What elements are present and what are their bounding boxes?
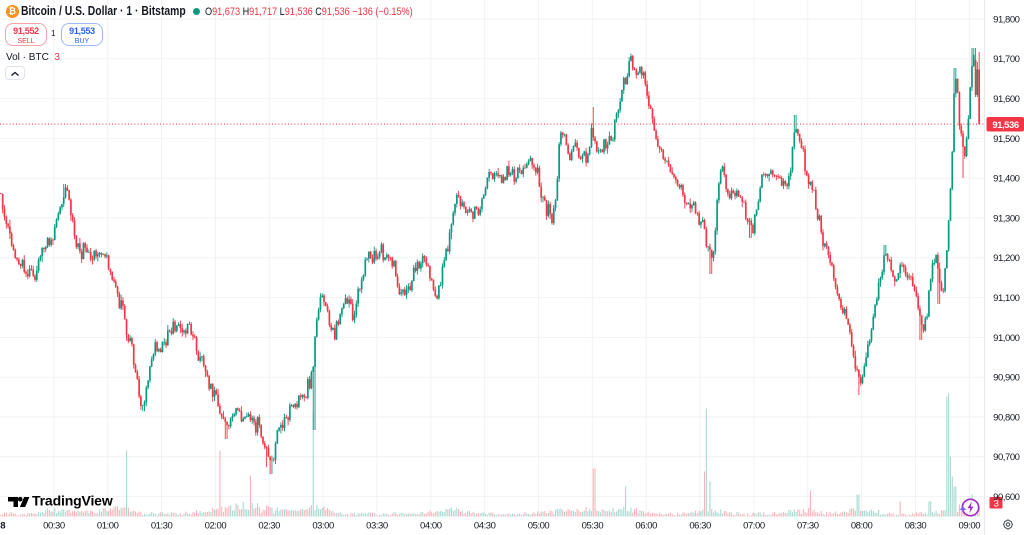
svg-text:91,700: 91,700	[993, 54, 1020, 65]
svg-text:91,300: 91,300	[993, 213, 1020, 224]
svg-text:05:00: 05:00	[528, 521, 550, 532]
svg-text:08:00: 08:00	[851, 521, 873, 532]
svg-text:03:00: 03:00	[312, 521, 334, 532]
svg-text:91,800: 91,800	[993, 14, 1020, 25]
svg-text:91,200: 91,200	[993, 253, 1020, 264]
svg-text:90,600: 90,600	[993, 492, 1020, 503]
svg-text:07:00: 07:00	[743, 521, 765, 532]
svg-text:3: 3	[994, 499, 999, 510]
svg-text:08:30: 08:30	[905, 521, 927, 532]
svg-text:04:00: 04:00	[420, 521, 442, 532]
svg-text:06:30: 06:30	[689, 521, 711, 532]
svg-text:03:30: 03:30	[366, 521, 388, 532]
svg-text:05:30: 05:30	[582, 521, 604, 532]
svg-text:91,600: 91,600	[993, 94, 1020, 105]
svg-text:90,800: 90,800	[993, 412, 1020, 423]
svg-text:90,700: 90,700	[993, 452, 1020, 463]
svg-text:09:00: 09:00	[959, 521, 981, 532]
svg-text:91,500: 91,500	[993, 134, 1020, 145]
svg-text:91,400: 91,400	[993, 174, 1020, 185]
svg-text:91,000: 91,000	[993, 333, 1020, 344]
svg-text:06:00: 06:00	[635, 521, 657, 532]
svg-text:01:00: 01:00	[97, 521, 119, 532]
svg-text:02:00: 02:00	[205, 521, 227, 532]
svg-text:8: 8	[0, 521, 5, 532]
svg-text:TradingView: TradingView	[32, 493, 113, 509]
svg-text:04:30: 04:30	[474, 521, 496, 532]
svg-text:07:30: 07:30	[797, 521, 819, 532]
svg-text:90,900: 90,900	[993, 373, 1020, 384]
svg-text:02:30: 02:30	[258, 521, 280, 532]
svg-text:91,100: 91,100	[993, 293, 1020, 304]
svg-text:00:30: 00:30	[43, 521, 65, 532]
svg-text:91,536: 91,536	[992, 120, 1019, 131]
svg-text:01:30: 01:30	[151, 521, 173, 532]
